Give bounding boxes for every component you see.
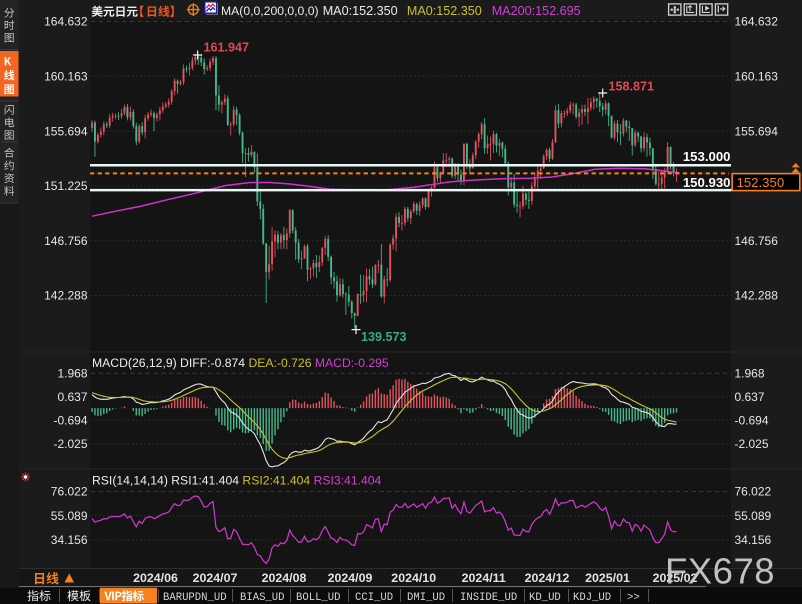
svg-text:2024/12: 2024/12	[525, 571, 570, 585]
svg-text:34.156: 34.156	[51, 533, 88, 547]
svg-text:2024/08: 2024/08	[262, 571, 307, 585]
svg-text:155.694: 155.694	[735, 124, 779, 138]
svg-text:KDJ_UD: KDJ_UD	[573, 592, 611, 604]
svg-text:164.632: 164.632	[735, 15, 779, 29]
svg-text:MA200:152.695: MA200:152.695	[492, 4, 581, 18]
svg-text:RSI(14,14,14) RSI1:41.404 RSI2: RSI(14,14,14) RSI1:41.404 RSI2:41.404 RS…	[92, 473, 382, 487]
svg-text:150.930: 150.930	[683, 175, 731, 190]
svg-text:158.871: 158.871	[609, 80, 655, 94]
svg-text:DMI_UD: DMI_UD	[407, 592, 445, 604]
svg-text:76.022: 76.022	[735, 485, 772, 499]
svg-text:2024/10: 2024/10	[391, 571, 436, 585]
svg-text:0.637: 0.637	[57, 390, 87, 404]
svg-text:164.632: 164.632	[44, 15, 88, 29]
svg-text:BOLL_UD: BOLL_UD	[296, 592, 341, 604]
svg-text:2025/01: 2025/01	[585, 571, 630, 585]
svg-text:BIAS_UD: BIAS_UD	[240, 592, 285, 604]
svg-text:MA0:152.350: MA0:152.350	[407, 4, 482, 18]
svg-text:2024/11: 2024/11	[462, 571, 506, 585]
svg-text:BARUPDN_UD: BARUPDN_UD	[163, 592, 227, 604]
svg-text:146.756: 146.756	[44, 234, 88, 248]
svg-text:0.637: 0.637	[735, 390, 765, 404]
svg-text:160.163: 160.163	[735, 70, 779, 84]
svg-text:2024/09: 2024/09	[328, 571, 373, 585]
svg-text:1.968: 1.968	[735, 367, 765, 381]
svg-text:KD_UD: KD_UD	[529, 592, 561, 604]
svg-text:153.000: 153.000	[683, 149, 731, 164]
svg-text:-2.025: -2.025	[735, 437, 769, 451]
svg-text:152.350: 152.350	[737, 175, 785, 190]
svg-text:146.756: 146.756	[735, 234, 779, 248]
svg-text:142.288: 142.288	[735, 289, 779, 303]
svg-text:1.968: 1.968	[57, 367, 87, 381]
svg-text:INSIDE_UD: INSIDE_UD	[460, 592, 517, 604]
svg-text:-0.694: -0.694	[735, 414, 769, 428]
svg-text:CCI_UD: CCI_UD	[355, 592, 393, 604]
svg-text:MA(0,0,200,0,0,0): MA(0,0,200,0,0,0)	[221, 4, 319, 18]
svg-text:-2.025: -2.025	[53, 437, 87, 451]
svg-text:139.573: 139.573	[361, 330, 407, 344]
svg-text:142.288: 142.288	[44, 289, 88, 303]
svg-text:55.089: 55.089	[735, 509, 772, 523]
svg-text:-0.694: -0.694	[53, 414, 87, 428]
svg-text:76.022: 76.022	[51, 485, 88, 499]
svg-text:>>: >>	[627, 592, 640, 604]
svg-text:151.225: 151.225	[44, 179, 88, 193]
svg-text:2025/02: 2025/02	[653, 571, 698, 585]
svg-text:55.089: 55.089	[51, 509, 88, 523]
svg-text:MACD(26,12,9) DIFF:-0.874 DEA:: MACD(26,12,9) DIFF:-0.874 DEA:-0.726 MAC…	[92, 356, 389, 370]
svg-text:2024/07: 2024/07	[193, 571, 238, 585]
svg-text:34.156: 34.156	[735, 533, 772, 547]
svg-text:161.947: 161.947	[204, 41, 250, 55]
svg-text:160.163: 160.163	[44, 70, 88, 84]
svg-text:MA0:152.350: MA0:152.350	[323, 4, 398, 18]
svg-text:FX678: FX678	[665, 551, 775, 592]
svg-text:2024/06: 2024/06	[133, 571, 178, 585]
svg-text:155.694: 155.694	[44, 124, 88, 138]
